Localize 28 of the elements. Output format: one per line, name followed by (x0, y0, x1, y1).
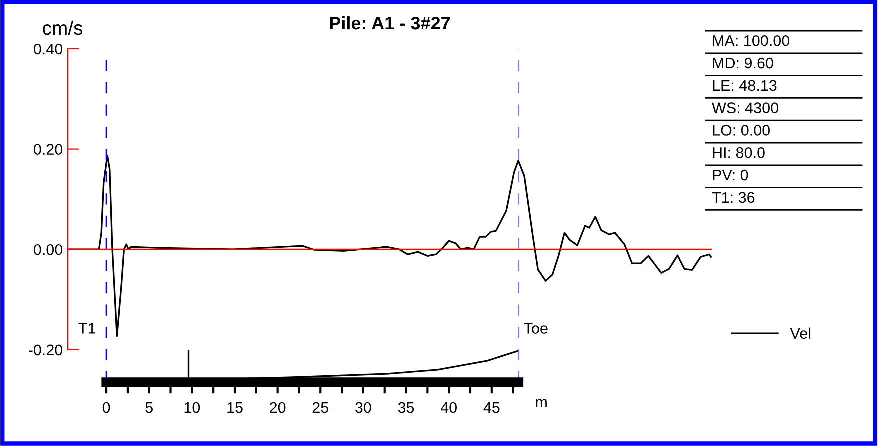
x-tick-label: 5 (146, 402, 153, 414)
x-tick-label: 0 (102, 402, 110, 414)
text: WS: 4300 (712, 102, 778, 114)
legend-label: Vel (790, 328, 810, 340)
y-tick-label: 0.40 (34, 44, 63, 55)
y-tick-label: 0.00 (34, 244, 63, 256)
x-tick-label: 30 (356, 402, 372, 414)
ref-line-label: T1 (78, 323, 96, 334)
y-tick-label: 0.20 (34, 144, 63, 155)
text: LE: 48.13 (713, 80, 777, 92)
x-tick-label: 25 (312, 402, 328, 414)
text: MD: 9.60 (713, 58, 774, 69)
text: HI: 80.0 (713, 147, 765, 158)
text: PV: 0 (713, 170, 748, 181)
x-axis-title: m (536, 399, 547, 408)
x-tick-label: 15 (228, 402, 243, 414)
text: LO: 0.00 (713, 125, 770, 136)
x-tick-label: 40 (440, 402, 457, 414)
x-tick-label: 45 (484, 402, 500, 414)
text: MA: 100.00 (713, 35, 790, 46)
x-tick-label: 35 (398, 402, 414, 414)
y-tick-label: -0.20 (29, 344, 63, 356)
x-tick-label: 10 (184, 402, 200, 414)
x-tick-label: 20 (270, 402, 286, 414)
y-axis-title: cm/s (43, 20, 83, 36)
ref-line-label: Toe (524, 323, 548, 334)
text: T1: 36 (712, 192, 755, 204)
chart-title: Pile: A1 - 3#27 (330, 16, 450, 30)
